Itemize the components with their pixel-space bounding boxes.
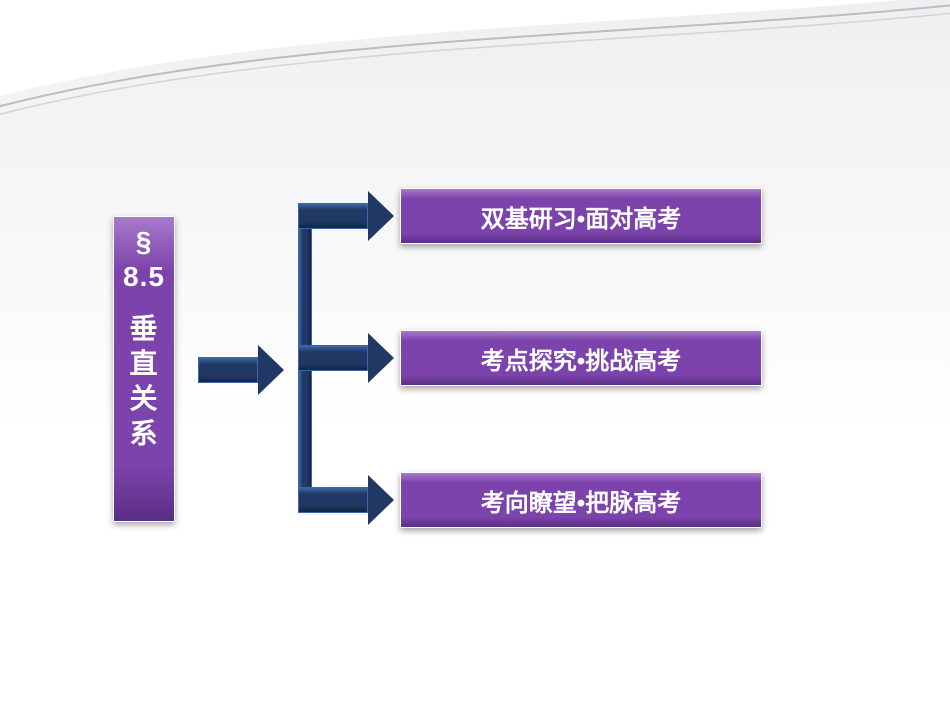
topic-label: 考向瞭望•把脉高考	[481, 483, 681, 518]
branch-arrow	[298, 475, 394, 525]
topic-box[interactable]: 考向瞭望•把脉高考	[400, 472, 762, 528]
section-title-vertical: 垂直关系	[129, 311, 158, 451]
topic-label: 考点探究•挑战高考	[481, 341, 681, 376]
slide: § 8.5 垂直关系 双基研习•面对高考考点探究•挑战高考考向瞭望•把脉高考	[0, 0, 950, 713]
topic-label: 双基研习•面对高考	[481, 199, 681, 234]
section-title-box: § 8.5 垂直关系	[113, 216, 175, 522]
section-number: 8.5	[123, 262, 165, 293]
branch-arrow	[298, 191, 394, 241]
topic-box[interactable]: 双基研习•面对高考	[400, 188, 762, 244]
main-arrow	[198, 345, 284, 395]
topic-box[interactable]: 考点探究•挑战高考	[400, 330, 762, 386]
branch-arrow	[298, 333, 394, 383]
section-symbol: §	[136, 227, 153, 258]
